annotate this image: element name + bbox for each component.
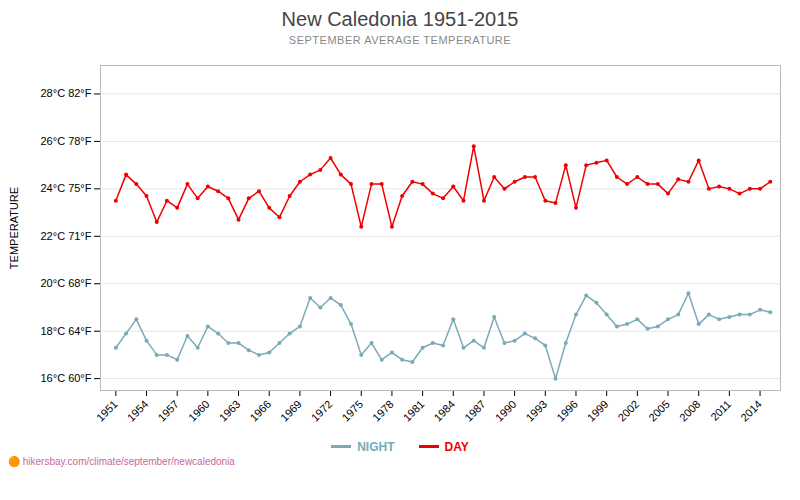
svg-text:18°C 64°F: 18°C 64°F (41, 325, 92, 337)
svg-text:1984: 1984 (431, 398, 457, 424)
svg-text:1966: 1966 (247, 398, 273, 424)
html-text:NIGHT: NIGHT (357, 439, 395, 454)
svg-text:26°C 78°F: 26°C 78°F (41, 135, 92, 147)
svg-text:2014: 2014 (738, 398, 764, 424)
svg-text:1969: 1969 (278, 398, 304, 424)
svg-text:TEMPERATURE: TEMPERATURE (8, 187, 20, 269)
svg-text:1960: 1960 (186, 398, 212, 424)
svg-text:1978: 1978 (370, 398, 396, 424)
svg-text:1981: 1981 (401, 398, 427, 424)
svg-text:1987: 1987 (462, 398, 488, 424)
svg-text:1990: 1990 (493, 398, 519, 424)
svg-text:1954: 1954 (125, 398, 151, 424)
svg-text:1963: 1963 (217, 398, 243, 424)
svg-text:1993: 1993 (523, 398, 549, 424)
svg-text:2011: 2011 (708, 398, 733, 423)
html-text:DAY: DAY (444, 439, 469, 454)
svg-text:1972: 1972 (309, 398, 335, 424)
svg-text:2002: 2002 (615, 398, 641, 424)
svg-text:2008: 2008 (677, 398, 703, 424)
svg-text:1996: 1996 (554, 398, 580, 424)
svg-text:28°C 82°F: 28°C 82°F (41, 87, 92, 99)
svg-text:24°C 75°F: 24°C 75°F (41, 182, 92, 194)
html-text:🟠 hikersbay.com/climate/septem: 🟠 hikersbay.com/climate/september/newcal… (8, 455, 235, 467)
svg-text:1951: 1951 (94, 398, 120, 424)
svg-text:1975: 1975 (339, 398, 365, 424)
svg-text:1999: 1999 (585, 398, 611, 424)
svg-text:20°C 68°F: 20°C 68°F (41, 277, 92, 289)
svg-text:2005: 2005 (646, 398, 672, 424)
svg-text:22°C 71°F: 22°C 71°F (41, 230, 92, 242)
svg-text:16°C 60°F: 16°C 60°F (41, 372, 92, 384)
html-text:SEPTEMBER AVERAGE TEMPERATURE: SEPTEMBER AVERAGE TEMPERATURE (288, 34, 512, 46)
svg-text:1957: 1957 (155, 398, 181, 424)
html-text:New Caledonia 1951-2015: New Caledonia 1951-2015 (281, 8, 519, 30)
